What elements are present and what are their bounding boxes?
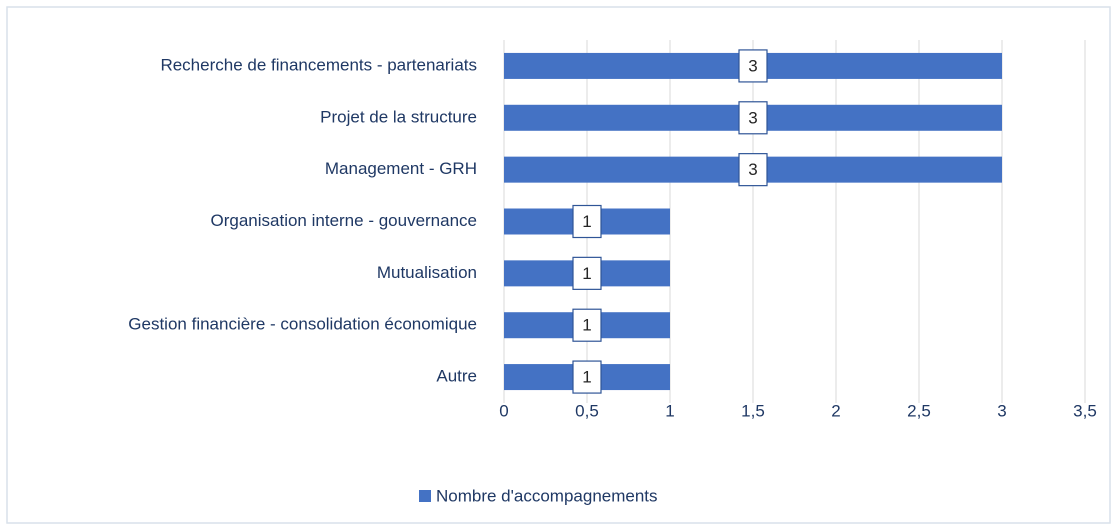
data-label-box [738, 49, 768, 83]
data-label: 1 [582, 368, 591, 387]
x-tick-label: 0,5 [575, 401, 599, 420]
x-tick-label: 2,5 [907, 401, 931, 420]
x-tick-label: 3 [997, 401, 1006, 420]
x-tick-label: 3,5 [1073, 401, 1097, 420]
y-tick-label: Projet de la structure [320, 107, 477, 126]
y-tick-label: Gestion financière - consolidation écono… [128, 315, 477, 334]
data-label-box [572, 204, 602, 239]
data-label-box [738, 153, 768, 187]
data-label: 1 [582, 212, 591, 231]
data-label-box [738, 101, 768, 135]
data-label-box [572, 256, 602, 290]
data-label: 3 [748, 108, 757, 127]
y-tick-label: Recherche de financements - partenariats [160, 55, 477, 74]
data-label: 1 [582, 264, 591, 283]
x-tick-label: 1 [665, 401, 674, 420]
data-label-box [572, 308, 602, 342]
y-tick-label: Organisation interne - gouvernance [211, 211, 478, 230]
data-label: 1 [582, 316, 591, 335]
y-tick-label: Mutualisation [377, 263, 477, 282]
data-label: 3 [748, 160, 757, 179]
x-tick-label: 2 [831, 401, 840, 420]
x-tick-label: 1,5 [741, 401, 765, 420]
x-tick-label: 0 [499, 401, 508, 420]
data-label: 3 [748, 56, 757, 75]
data-label-box [572, 360, 602, 394]
legend-label: Nombre d'accompagnements [436, 486, 658, 505]
y-tick-label: Management - GRH [325, 159, 477, 178]
legend-swatch [419, 490, 431, 502]
y-tick-label: Autre [436, 367, 477, 386]
